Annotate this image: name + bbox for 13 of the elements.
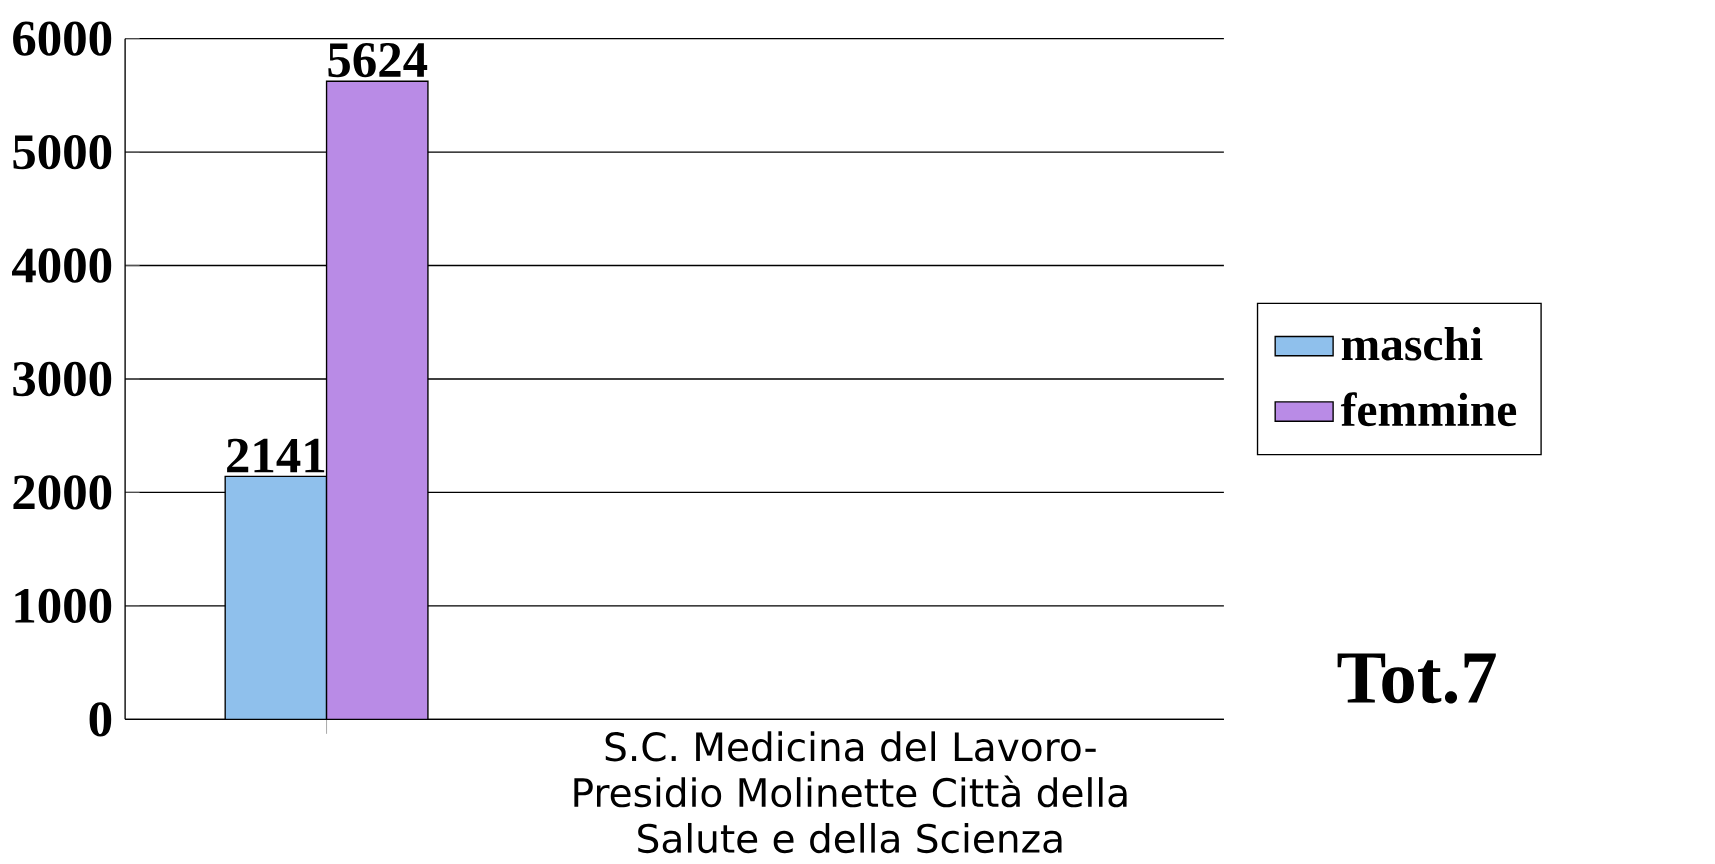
y-tick-label: 0: [89, 701, 112, 737]
data-label: 2141: [227, 438, 325, 473]
y-tick-label: 4000: [12, 248, 112, 283]
legend-label: femmine: [1340, 392, 1517, 426]
x-axis-title: S.C. Medicina del Lavoro- Presidio Molinette Città della Salute e della Scienza: [574, 731, 1127, 853]
legend-label: maschi: [1341, 326, 1483, 361]
y-tick-label: 1000: [15, 588, 112, 623]
y-tick-label: 3000: [13, 361, 112, 396]
text: Tot.7: [1337, 653, 1496, 704]
data-label: 5624: [328, 42, 428, 77]
y-tick-label: 5000: [13, 134, 112, 170]
y-tick-label: 2000: [13, 475, 112, 510]
y-tick-label: 6000: [13, 21, 112, 56]
